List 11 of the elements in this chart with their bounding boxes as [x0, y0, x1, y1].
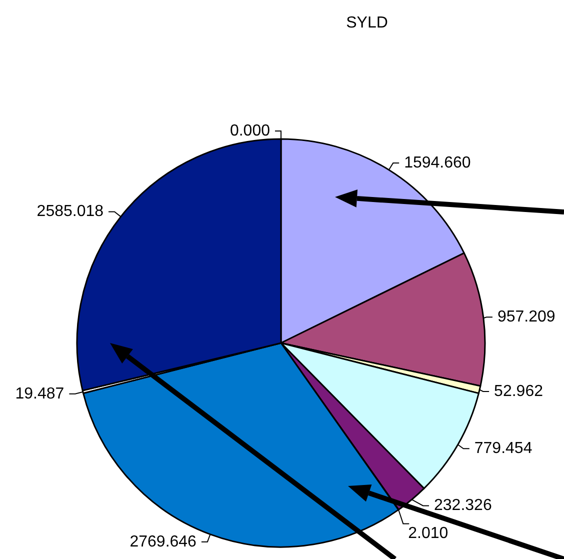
data-label: 779.454 [474, 440, 532, 458]
data-label: 1594.660 [404, 154, 471, 172]
text: 0.000 [230, 122, 270, 140]
data-label: 52.962 [494, 382, 544, 400]
data-label: 2769.646 [130, 533, 197, 550]
data-label: 957.209 [497, 308, 556, 326]
chart-title: SYLD [346, 14, 388, 32]
data-label: 2585.018 [36, 203, 104, 220]
data-label: 19.487 [15, 385, 64, 402]
data-label: 2.010 [408, 525, 448, 542]
data-label: 232.326 [434, 497, 492, 514]
